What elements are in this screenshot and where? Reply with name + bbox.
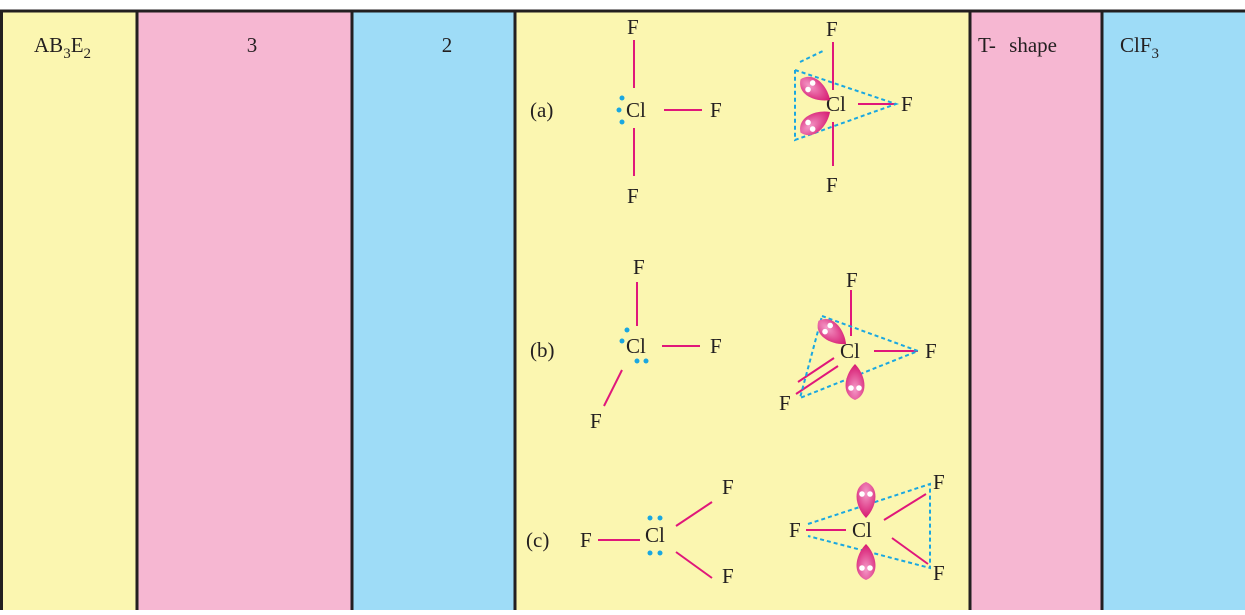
example: ClF3	[1120, 33, 1159, 62]
atom: Cl	[840, 339, 860, 363]
structure-b: (b) F Cl F F F Cl F F	[530, 255, 937, 433]
lone-pair-lobe	[856, 544, 876, 580]
atom: F	[633, 255, 645, 279]
atom: F	[627, 184, 639, 208]
atom: F	[826, 173, 838, 197]
atom: F	[826, 17, 838, 41]
lone-pair-lobe	[845, 364, 865, 400]
cell-backgrounds	[0, 10, 1245, 610]
atom: F	[933, 470, 945, 494]
lone-pair-lobe	[800, 76, 830, 101]
atom: F	[710, 98, 722, 122]
atom: F	[722, 564, 734, 588]
atom: F	[779, 391, 791, 415]
type-formula: AB3E2	[34, 33, 91, 62]
structure-label: (c)	[526, 528, 549, 552]
atom: Cl	[626, 334, 646, 358]
atom: F	[925, 339, 937, 363]
lone-pair-lobes	[800, 76, 876, 580]
structure-label: (b)	[530, 338, 555, 362]
atom: Cl	[852, 518, 872, 542]
atom: F	[933, 561, 945, 585]
atom: Cl	[826, 92, 846, 116]
cell-borders	[0, 9, 1245, 610]
atom: F	[627, 15, 639, 39]
atom: Cl	[645, 523, 665, 547]
atom: F	[590, 409, 602, 433]
lone-pair-lobe	[817, 319, 846, 345]
structure-label: (a)	[530, 98, 553, 122]
shape: T- shape	[978, 33, 1057, 57]
bond-pairs: 3	[247, 33, 258, 57]
atom: Cl	[626, 98, 646, 122]
atom: F	[846, 268, 858, 292]
structure-a: (a) F Cl F F F Cl F F	[530, 15, 913, 208]
lone-pair-lobe	[800, 111, 830, 136]
atom: F	[722, 475, 734, 499]
atom: F	[580, 528, 592, 552]
atom: F	[789, 518, 801, 542]
lone-pairs: 2	[442, 33, 453, 57]
lone-pair-lobe	[856, 482, 876, 518]
atom: F	[901, 92, 913, 116]
atom: F	[710, 334, 722, 358]
